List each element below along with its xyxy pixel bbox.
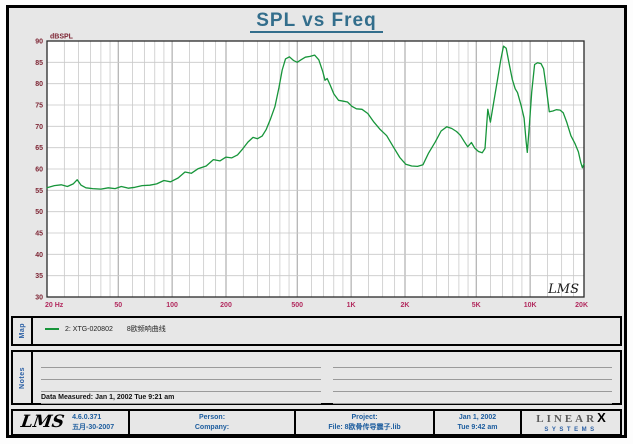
report-frame: SPL vs Freq 30 35 40 45 50 55 60 65 70 75 80 85 90 20… (6, 5, 627, 438)
svg-text:60: 60 (35, 167, 43, 174)
svg-text:2K: 2K (401, 302, 410, 309)
page-title: SPL vs Freq (250, 11, 383, 33)
chart-area: 30 35 40 45 50 55 60 65 70 75 80 85 90 20 Hz 50 100 200 5… (9, 32, 624, 312)
notes-section: Notes Data Measured: Jan 1, 2002 Tue 9:2… (11, 350, 622, 405)
map-label: Map (18, 323, 26, 339)
footer-bar: LMS 4.6.0.371 五月-30-2007 Person: Company… (11, 409, 622, 435)
file-label: File: 8欧骨传导震子.lib (328, 423, 401, 431)
svg-text:80: 80 (35, 81, 43, 88)
linearx-logo: LINEARX SYSTEMS (522, 411, 620, 434)
footer-version-cell: LMS 4.6.0.371 五月-30-2007 (13, 411, 130, 434)
svg-text:20K: 20K (575, 302, 588, 309)
svg-text:100: 100 (166, 302, 178, 309)
systems-text: SYSTEMS (544, 426, 598, 433)
notes-label: Notes (18, 366, 26, 389)
note-line (332, 356, 612, 368)
svg-text:45: 45 (35, 231, 43, 238)
svg-text:65: 65 (35, 145, 43, 152)
svg-text:50: 50 (35, 209, 43, 216)
linearx-wordmark: LINEARX (522, 411, 620, 425)
version-texts: 4.6.0.371 五月-30-2007 (72, 413, 114, 433)
svg-text:55: 55 (35, 188, 43, 195)
svg-text:LMS: LMS (547, 282, 579, 297)
svg-text:40: 40 (35, 252, 43, 259)
lms-logo: LMS (19, 412, 66, 432)
svg-text:dBSPL: dBSPL (50, 34, 74, 41)
legend-entry: 2: XTG-020802 8欧频响曲线 (65, 324, 166, 334)
footer-time: Tue 9:42 am (457, 423, 498, 431)
footer-project-cell: Project: File: 8欧骨传导震子.lib (296, 411, 435, 434)
svg-text:35: 35 (35, 273, 43, 280)
svg-text:5K: 5K (472, 302, 481, 309)
svg-text:1K: 1K (347, 302, 356, 309)
linearx-x: X (597, 409, 606, 425)
svg-text:85: 85 (35, 60, 43, 67)
note-line (41, 368, 321, 380)
svg-text:200: 200 (220, 302, 232, 309)
note-line (332, 392, 612, 404)
svg-text:70: 70 (35, 124, 43, 131)
linear-text: LINEAR (536, 412, 598, 425)
legend-body: 2: XTG-020802 8欧频响曲线 (33, 318, 166, 344)
notes-body: Data Measured: Jan 1, 2002 Tue 9:21 am (33, 352, 620, 404)
project-label: Project: (351, 414, 378, 422)
title-row: SPL vs Freq (9, 8, 624, 33)
data-measured-line: Data Measured: Jan 1, 2002 Tue 9:21 am (41, 392, 321, 404)
svg-text:50: 50 (114, 302, 122, 309)
notes-column-right (332, 356, 612, 404)
legend-line-marker (45, 328, 59, 330)
notes-side-cell: Notes (13, 352, 33, 403)
version-date: 五月-30-2007 (72, 423, 115, 431)
svg-text:20 Hz: 20 Hz (45, 302, 64, 309)
notes-column-left: Data Measured: Jan 1, 2002 Tue 9:21 am (41, 356, 321, 404)
svg-text:90: 90 (35, 39, 43, 46)
note-line (41, 380, 321, 392)
spl-vs-freq-chart: 30 35 40 45 50 55 60 65 70 75 80 85 90 20 Hz 50 100 200 5… (35, 34, 588, 310)
company-label: Company: (194, 423, 230, 431)
footer-person-cell: Person: Company: (130, 411, 296, 434)
legend-series-label: 2: XTG-020802 (65, 326, 113, 333)
svg-text:500: 500 (291, 302, 303, 309)
footer-datetime-cell: Jan 1, 2002 Tue 9:42 am (435, 411, 522, 434)
legend-section: Map 2: XTG-020802 8欧频响曲线 (11, 316, 622, 346)
svg-text:75: 75 (35, 103, 43, 110)
person-label: Person: (198, 414, 226, 422)
footer-date: Jan 1, 2002 (458, 414, 497, 422)
note-line (332, 380, 612, 392)
svg-text:30: 30 (35, 295, 43, 302)
legend-series-description: 8欧频响曲线 (126, 326, 166, 333)
svg-text:10K: 10K (524, 302, 537, 309)
note-line (332, 368, 612, 380)
legend-side-cell: Map (13, 318, 33, 344)
note-line (41, 356, 321, 368)
version-number: 4.6.0.371 (72, 413, 102, 421)
